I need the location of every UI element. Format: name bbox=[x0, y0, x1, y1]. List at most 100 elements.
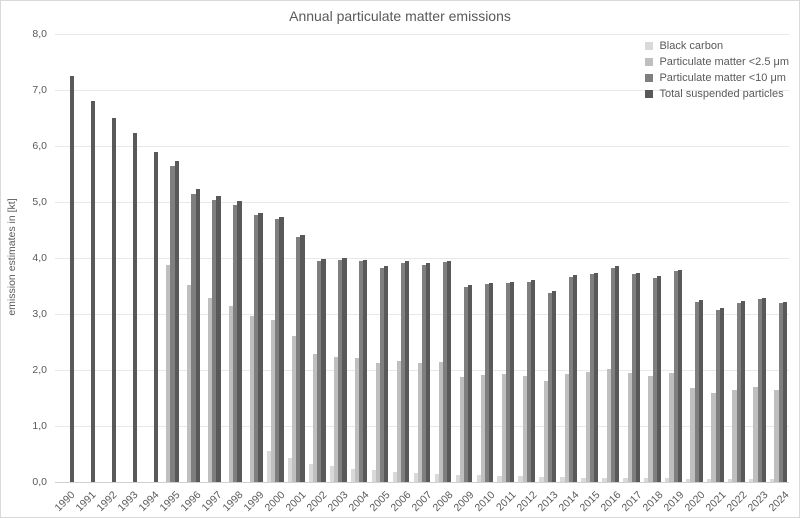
bar-black-carbon-2021 bbox=[707, 478, 712, 482]
bar-pm10-2021 bbox=[715, 310, 720, 482]
bar-tsp-2017 bbox=[635, 272, 641, 482]
bar-tsp-2007 bbox=[426, 263, 431, 482]
bar-tsp-1995 bbox=[174, 160, 179, 482]
x-tick-label-2010: 2010 bbox=[472, 489, 498, 515]
legend-label-pm10: Particulate matter <10 μm bbox=[659, 71, 786, 84]
bar-black-carbon-2007 bbox=[413, 473, 418, 482]
bar-tsp-2024 bbox=[782, 301, 787, 482]
bar-pm2-5-2019 bbox=[669, 372, 674, 482]
bar-tsp-1999 bbox=[258, 213, 263, 482]
gridline bbox=[55, 146, 789, 147]
bar-pm2-5-2021 bbox=[711, 392, 716, 482]
x-tick-label-2004: 2004 bbox=[346, 489, 372, 515]
bar-pm2-5-2007 bbox=[417, 363, 422, 482]
bar-tsp-2008 bbox=[447, 260, 452, 482]
bar-pm10-2018 bbox=[652, 278, 657, 482]
x-tick-label-2003: 2003 bbox=[325, 489, 351, 515]
x-tick-label-2013: 2013 bbox=[535, 489, 561, 515]
plot-area bbox=[55, 34, 789, 483]
gridline bbox=[55, 34, 789, 35]
bar-pm10-2004 bbox=[359, 261, 364, 482]
x-tick-label-1995: 1995 bbox=[157, 489, 183, 515]
bar-black-carbon-2004 bbox=[350, 468, 355, 482]
bar-tsp-2022 bbox=[740, 301, 745, 482]
x-tick-label-2016: 2016 bbox=[598, 489, 624, 515]
bar-pm2-5-2013 bbox=[543, 381, 548, 482]
bar-tsp-1994 bbox=[153, 151, 158, 482]
x-tick-label-1993: 1993 bbox=[115, 489, 141, 515]
x-tick-label-1994: 1994 bbox=[136, 489, 162, 515]
x-tick-label-2023: 2023 bbox=[745, 489, 771, 515]
bar-black-carbon-2001 bbox=[287, 458, 292, 482]
legend-item-tsp: Total suspended particles bbox=[645, 86, 789, 101]
bar-pm10-2006 bbox=[401, 263, 406, 482]
bar-black-carbon-2013 bbox=[539, 476, 544, 482]
x-tick-label-2022: 2022 bbox=[724, 489, 750, 515]
bar-tsp-2011 bbox=[510, 281, 515, 482]
bar-pm2-5-2001 bbox=[291, 336, 297, 482]
bar-pm10-1999 bbox=[254, 214, 259, 482]
legend: Black carbon Particulate matter <2.5 μm … bbox=[645, 37, 789, 102]
bar-pm2-5-2024 bbox=[774, 390, 779, 482]
bar-tsp-1996 bbox=[195, 189, 200, 482]
x-tick-label-2001: 2001 bbox=[283, 489, 309, 515]
y-tick-label: 6,0 bbox=[32, 140, 47, 152]
bar-pm10-2008 bbox=[442, 262, 448, 482]
bar-pm10-2000 bbox=[275, 218, 280, 482]
bar-tsp-2000 bbox=[279, 217, 284, 482]
x-tick-label-2019: 2019 bbox=[661, 489, 687, 515]
x-tick-label-2000: 2000 bbox=[262, 489, 288, 515]
bar-tsp-2009 bbox=[468, 285, 473, 482]
bar-black-carbon-2020 bbox=[686, 478, 691, 482]
bar-pm10-2023 bbox=[757, 299, 762, 482]
legend-label-black-carbon: Black carbon bbox=[659, 39, 724, 52]
bar-black-carbon-2011 bbox=[497, 475, 502, 482]
bar-pm10-2003 bbox=[338, 259, 343, 482]
legend-item-pm2-5: Particulate matter <2.5 μm bbox=[645, 54, 789, 69]
bar-black-carbon-2024 bbox=[770, 479, 775, 482]
bar-black-carbon-2002 bbox=[308, 464, 313, 482]
bar-pm10-2013 bbox=[547, 292, 553, 482]
bar-tsp-2019 bbox=[677, 269, 683, 482]
bar-pm10-2022 bbox=[736, 302, 741, 482]
y-tick-label: 4,0 bbox=[32, 252, 47, 264]
x-tick-label-1996: 1996 bbox=[178, 489, 204, 515]
bar-pm10-2024 bbox=[778, 303, 783, 482]
bar-pm10-1997 bbox=[212, 199, 217, 482]
bar-tsp-1998 bbox=[237, 201, 242, 482]
bar-pm2-5-2006 bbox=[396, 361, 402, 482]
y-tick-label: 1,0 bbox=[32, 420, 47, 432]
bar-black-carbon-2008 bbox=[434, 474, 439, 482]
bar-pm10-1995 bbox=[170, 165, 175, 482]
legend-label-tsp: Total suspended particles bbox=[659, 87, 784, 100]
y-tick-label: 5,0 bbox=[32, 196, 47, 208]
x-tick-label-2008: 2008 bbox=[430, 489, 456, 515]
legend-swatch-pm2-5 bbox=[645, 57, 654, 66]
bar-black-carbon-2019 bbox=[665, 478, 670, 482]
legend-swatch-black-carbon bbox=[645, 41, 654, 50]
x-tick-label-2006: 2006 bbox=[388, 489, 414, 515]
bar-pm10-2017 bbox=[631, 274, 636, 482]
bar-pm10-1998 bbox=[233, 204, 238, 482]
y-tick-label: 0,0 bbox=[32, 476, 47, 488]
bar-black-carbon-2006 bbox=[392, 471, 397, 482]
y-tick-label: 2,0 bbox=[32, 364, 47, 376]
bar-pm10-2020 bbox=[694, 301, 699, 482]
x-tick-label-1991: 1991 bbox=[73, 489, 99, 515]
bar-black-carbon-2000 bbox=[266, 451, 271, 482]
x-tick-label-2018: 2018 bbox=[640, 489, 666, 515]
bar-tsp-2020 bbox=[698, 300, 704, 482]
bar-pm10-2016 bbox=[610, 268, 615, 482]
bar-black-carbon-2005 bbox=[371, 470, 376, 482]
bar-pm2-5-1997 bbox=[208, 298, 213, 482]
x-tick-label-2009: 2009 bbox=[451, 489, 477, 515]
bar-pm2-5-1995 bbox=[166, 264, 171, 482]
bar-tsp-2023 bbox=[761, 297, 766, 482]
bar-black-carbon-2017 bbox=[623, 477, 628, 482]
x-tick-label-2020: 2020 bbox=[682, 489, 708, 515]
bar-pm10-2001 bbox=[296, 236, 301, 482]
x-tick-label-2007: 2007 bbox=[409, 489, 435, 515]
bar-pm2-5-1996 bbox=[187, 284, 192, 482]
bar-pm2-5-2023 bbox=[753, 387, 758, 482]
